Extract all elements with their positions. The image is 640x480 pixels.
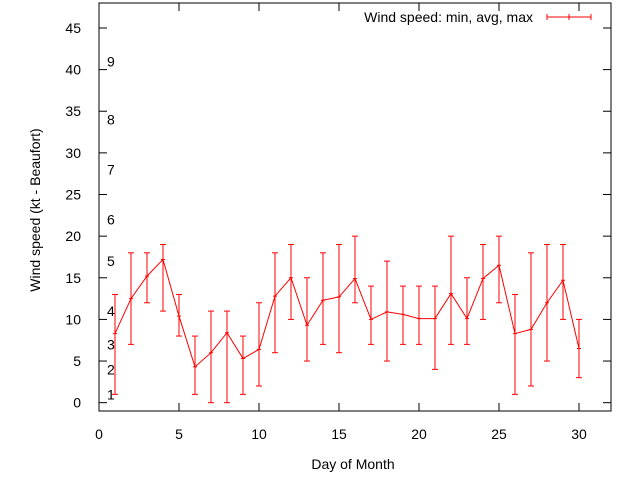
y-tick-label: 10: [65, 311, 81, 327]
y-tick-label: 35: [65, 103, 81, 119]
avg-point: [225, 330, 229, 335]
x-tick-label: 0: [95, 426, 103, 442]
avg-point: [401, 312, 405, 317]
beaufort-label-4: 4: [107, 303, 115, 319]
avg-point: [177, 314, 181, 319]
avg-point: [273, 294, 277, 299]
beaufort-label-1: 1: [107, 386, 115, 402]
y-tick-label: 30: [65, 145, 81, 161]
avg-point: [369, 317, 373, 322]
avg-point: [513, 331, 517, 336]
avg-point: [481, 276, 485, 281]
y-tick-label: 45: [65, 20, 81, 36]
x-axis-title: Day of Month: [311, 456, 394, 472]
error-bar: [256, 302, 262, 387]
avg-point: [257, 347, 261, 352]
beaufort-label-9: 9: [107, 53, 115, 69]
beaufort-scale: 1 2 3 4 5 6 7 8 9: [107, 53, 115, 402]
avg-point: [337, 294, 341, 299]
error-bar: [496, 235, 502, 304]
y-tick-label: 5: [73, 353, 81, 369]
avg-line: [114, 258, 580, 368]
error-bar: [416, 285, 422, 345]
error-bar: [448, 235, 454, 345]
beaufort-label-8: 8: [107, 112, 115, 128]
beaufort-label-6: 6: [107, 211, 115, 227]
avg-point: [129, 296, 133, 301]
avg-point: [241, 356, 245, 361]
error-bar: [352, 235, 358, 304]
avg-point: [433, 316, 437, 321]
avg-point: [545, 300, 549, 305]
error-bar: [160, 243, 166, 312]
beaufort-label-3: 3: [107, 336, 115, 352]
x-tick-label: 10: [251, 426, 267, 442]
legend: Wind speed: min, avg, max: [364, 9, 592, 25]
beaufort-label-2: 2: [107, 361, 115, 377]
legend-line-sample: [546, 14, 592, 20]
avg-point: [145, 274, 149, 279]
y-tick-label: 25: [65, 187, 81, 203]
avg-point: [289, 275, 293, 280]
avg-point: [449, 291, 453, 296]
plot-frame: [98, 2, 612, 412]
avg-point: [465, 316, 469, 321]
series-layer: [112, 235, 582, 404]
avg-point: [497, 263, 501, 268]
avg-point: [193, 364, 197, 369]
y-tick-label: 40: [65, 62, 81, 78]
error-bar: [480, 243, 486, 320]
error-bar: [112, 293, 118, 395]
avg-point: [113, 331, 117, 336]
avg-point: [385, 309, 389, 314]
error-bar: [464, 277, 470, 345]
avg-point: [561, 278, 565, 283]
y-tick-label: 15: [65, 270, 81, 286]
x-tick-label: 30: [571, 426, 587, 442]
avg-point: [417, 316, 421, 321]
avg-point: [209, 350, 213, 355]
y-tick-label: 0: [73, 395, 81, 411]
error-bar: [304, 277, 310, 362]
avg-point: [321, 298, 325, 303]
error-bar: [272, 252, 278, 354]
y-tick-label: 20: [65, 228, 81, 244]
avg-point: [353, 276, 357, 281]
legend-label: Wind speed: min, avg, max: [364, 9, 533, 25]
avg-point: [161, 257, 165, 262]
avg-point: [305, 323, 309, 328]
avg-point: [529, 327, 533, 332]
x-tick-label: 5: [175, 426, 183, 442]
error-bar: [512, 293, 518, 395]
error-bar: [208, 310, 214, 404]
x-tick-label: 25: [491, 426, 507, 442]
avg-point: [577, 346, 581, 351]
beaufort-label-7: 7: [107, 162, 115, 178]
error-bar: [368, 285, 374, 345]
x-tick-label: 15: [331, 426, 347, 442]
beaufort-label-5: 5: [107, 253, 115, 269]
error-bar: [528, 252, 534, 387]
error-bar: [288, 243, 294, 320]
y-axis-title: Wind speed (kt - Beaufort): [27, 128, 43, 291]
error-bar: [432, 285, 438, 370]
error-bar: [240, 335, 246, 395]
error-bar: [224, 310, 230, 404]
x-tick-label: 20: [411, 426, 427, 442]
